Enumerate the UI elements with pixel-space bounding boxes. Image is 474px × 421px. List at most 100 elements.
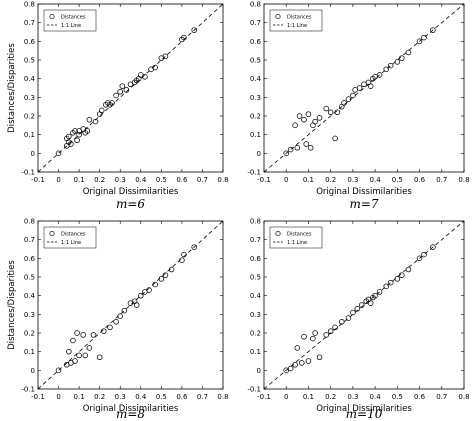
legend-label-distances: Distances: [287, 232, 312, 238]
y-tick-label: 0.2: [24, 330, 35, 338]
legend-label-line: 1:1 Line: [61, 23, 81, 29]
data-point: [152, 281, 158, 288]
y-tick-label: 0.4: [250, 75, 262, 83]
data-point: [316, 354, 323, 361]
x-tick-label: 0.4: [135, 393, 147, 401]
data-point: [405, 49, 412, 56]
data-point: [70, 337, 76, 344]
legend-label-distances: Distances: [287, 15, 312, 21]
data-point: [142, 74, 148, 80]
data-point: [312, 118, 318, 125]
data-point: [146, 287, 152, 293]
data-point: [301, 116, 307, 123]
y-tick-label: 0: [257, 367, 261, 375]
data-point: [307, 144, 314, 151]
data-point: [72, 128, 78, 134]
data-point: [332, 324, 338, 331]
x-axis-label: Original Dissimilarities: [83, 404, 179, 414]
data-point: [121, 307, 128, 314]
data-point: [181, 251, 187, 258]
x-tick-label: 0.8: [217, 176, 228, 184]
x-tick-label: -0.1: [31, 393, 45, 401]
legend-box: [43, 226, 97, 249]
y-tick-label: 0.2: [250, 330, 261, 338]
x-tick-label: 0.8: [217, 393, 228, 401]
x-tick-label: 0.3: [115, 176, 126, 184]
data-point: [66, 348, 72, 355]
y-tick-label: 0.2: [250, 113, 261, 121]
data-point: [303, 141, 309, 147]
x-tick-label: 0.3: [347, 393, 358, 401]
legend-label-distances: Distances: [61, 15, 86, 21]
x-tick-label: 0.5: [156, 176, 167, 184]
data-point: [416, 255, 423, 262]
y-tick-label: 0.6: [24, 255, 36, 263]
data-point: [98, 107, 105, 114]
x-tick-label: 0.6: [414, 393, 426, 401]
data-point: [74, 330, 80, 336]
x-tick-label: 0.1: [74, 176, 85, 184]
data-point: [179, 257, 185, 263]
data-point: [55, 150, 62, 157]
y-tick-label: 0.4: [24, 292, 36, 300]
x-tick-label: 0.4: [135, 176, 147, 184]
data-point: [399, 55, 405, 61]
x-tick-label: 0.7: [197, 176, 208, 184]
chart-panel-2: -0.1 0 0.1 0.2 0.3 0.4 0.5 0.6 0.7 0.8 -0.1 0 0.1 0.2…: [247, 1, 469, 212]
data-point: [354, 305, 361, 312]
legend-marker-distances: [275, 230, 281, 237]
data-point: [430, 244, 436, 250]
data-point: [359, 302, 365, 308]
y-tick-label: 0.7: [250, 19, 261, 27]
y-tick-label: 0: [31, 150, 35, 158]
data-point: [376, 289, 383, 295]
legend-label-line: 1:1 Line: [61, 240, 81, 246]
data-point: [356, 85, 363, 91]
data-point: [296, 113, 303, 119]
y-tick-label: -0.1: [21, 169, 35, 177]
data-point: [345, 315, 352, 321]
data-point: [80, 332, 86, 338]
data-point: [394, 276, 401, 282]
data-point: [394, 59, 401, 65]
legend-box: [269, 226, 323, 249]
panel-caption: m=8: [116, 407, 145, 421]
x-tick-label: 0.5: [392, 393, 403, 401]
data-point: [292, 122, 298, 129]
x-tick-label: 0.7: [436, 393, 447, 401]
y-tick-label: 0.6: [250, 38, 262, 46]
x-tick-label: 0.2: [325, 176, 336, 184]
data-point: [323, 105, 329, 112]
data-point: [82, 352, 89, 359]
data-point: [68, 141, 74, 147]
x-tick-label: 0.7: [436, 176, 447, 184]
x-tick-label: 0.7: [197, 393, 208, 401]
legend-marker-distances: [49, 13, 55, 20]
y-tick-label: 0.3: [250, 94, 261, 102]
legend-marker-distances: [275, 13, 281, 20]
data-point: [191, 244, 197, 250]
x-tick-label: 0.1: [303, 393, 314, 401]
data-point: [117, 88, 123, 95]
data-point: [76, 131, 82, 138]
x-tick-label: 0.8: [458, 393, 469, 401]
x-tick-label: -0.1: [257, 393, 271, 401]
data-point: [181, 34, 187, 41]
y-tick-label: 0: [31, 367, 35, 375]
data-point: [55, 367, 62, 374]
x-tick-label: 0.2: [325, 393, 336, 401]
y-tick-label: 0.1: [24, 348, 35, 356]
data-point: [138, 292, 144, 299]
reference-line-1-1: [263, 3, 465, 173]
y-tick-label: 0.6: [24, 38, 36, 46]
legend-box: [43, 9, 97, 32]
x-tick-label: -0.1: [31, 176, 45, 184]
x-tick-label: 0: [56, 176, 60, 184]
data-point: [133, 302, 140, 308]
y-tick-label: 0.8: [250, 218, 261, 226]
data-point: [367, 300, 374, 306]
x-tick-label: -0.1: [257, 176, 271, 184]
data-point: [162, 53, 169, 60]
x-tick-label: 0.6: [414, 176, 426, 184]
y-tick-label: 0.7: [24, 236, 35, 244]
